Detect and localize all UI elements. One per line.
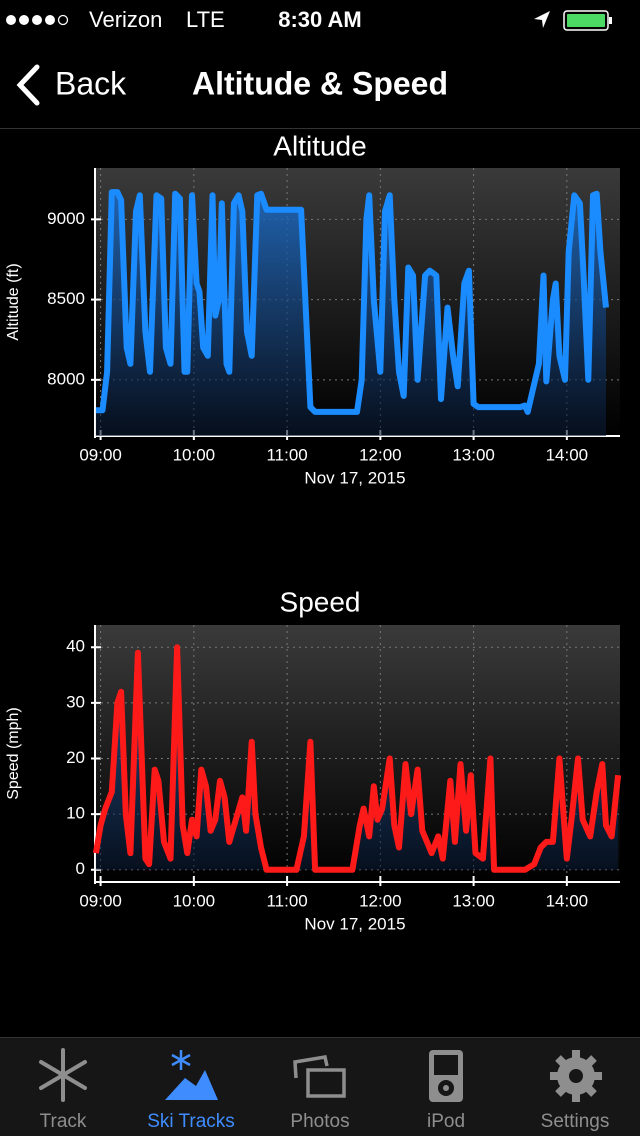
x-tick-label: 09:00 [79,891,122,910]
nav-title: Altitude & Speed [192,65,448,101]
line [95,189,609,415]
x-tick-label: 13:00 [452,445,495,464]
line [92,644,622,873]
x-tick-label: 12:00 [359,891,402,910]
signal [6,14,69,26]
back-label[interactable]: Back [55,65,127,101]
y-tick-label: 8000 [47,369,85,388]
tab-label[interactable]: Ski Tracks [147,1111,235,1132]
x-tick-label: 14:00 [546,891,589,910]
tab-label[interactable]: Settings [541,1111,610,1132]
clock: 8:30 AM [278,7,362,32]
y-tick-label: 9000 [47,209,85,228]
y-tick-label: 20 [66,748,85,767]
y-tick-label: 8500 [47,289,85,308]
tab-label[interactable]: Photos [290,1111,349,1132]
carrier: Verizon [89,7,162,32]
ski-tracks-icon[interactable] [165,1050,218,1100]
network: LTE [186,7,225,32]
y-tick-label: 10 [66,804,85,823]
x-tick-label: 10:00 [173,445,216,464]
back-button[interactable]: Back [16,64,127,106]
chart-title: Altitude [273,130,366,161]
x-tick-label: 09:00 [79,445,122,464]
ipod-icon[interactable] [429,1050,463,1102]
x-tick-label: 12:00 [359,445,402,464]
tab-label[interactable]: iPod [427,1111,465,1132]
tab-label[interactable]: Track [40,1111,87,1132]
track-icon[interactable] [39,1048,87,1102]
x-tick-label: 14:00 [546,445,589,464]
y-axis-label: Altitude (ft) [5,263,22,340]
area [95,192,607,436]
tab-bar [0,1037,640,1136]
x-tick-label: 13:00 [452,891,495,910]
x-axis-label: Nov 17, 2015 [304,914,405,933]
y-tick-label: 40 [66,637,85,656]
x-tick-label: 11:00 [266,891,307,910]
x-tick-label: 11:00 [266,445,307,464]
photos-icon[interactable] [293,1055,346,1098]
location-icon [534,11,550,28]
battery [563,10,612,31]
x-axis-label: Nov 17, 2015 [304,468,405,487]
y-tick-label: 0 [76,859,85,878]
chart-title: Speed [280,586,361,617]
y-tick-label: 30 [66,692,85,711]
x-tick-label: 10:00 [173,891,216,910]
y-axis-label: Speed (mph) [5,707,22,800]
settings-icon[interactable] [550,1050,602,1102]
